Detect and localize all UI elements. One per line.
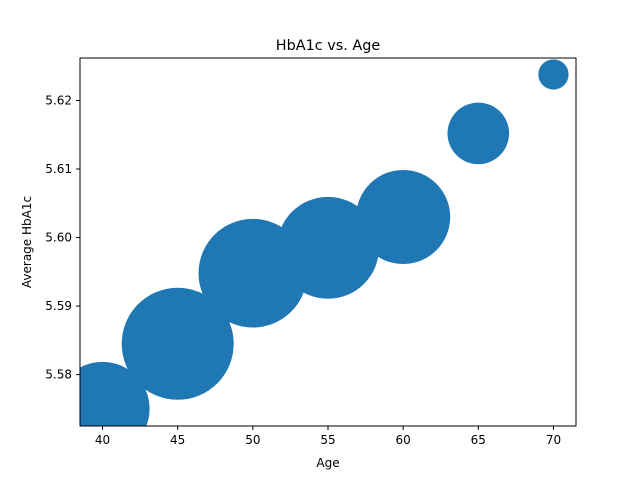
data-point-0 xyxy=(80,361,150,426)
y-tick-label-0: 5.58 xyxy=(45,368,72,382)
y-tick-label-4: 5.62 xyxy=(45,93,72,107)
data-point-3 xyxy=(277,196,379,299)
x-tick-label-3: 55 xyxy=(320,433,335,447)
x-tick-label-6: 70 xyxy=(546,433,561,447)
points-layer xyxy=(80,59,569,426)
x-tick-label-0: 40 xyxy=(95,433,110,447)
x-axis-label: Age xyxy=(316,456,339,470)
chart-title: HbA1c vs. Age xyxy=(276,38,381,54)
x-tick-label-2: 50 xyxy=(245,433,260,447)
y-axis-label: Average HbA1c xyxy=(20,196,34,288)
x-tick-label-1: 45 xyxy=(170,433,185,447)
data-point-5 xyxy=(447,102,510,165)
x-tick-label-5: 65 xyxy=(471,433,486,447)
y-axis: 5.58 5.59 5.60 5.61 5.62 xyxy=(45,93,80,382)
x-tick-label-4: 60 xyxy=(396,433,411,447)
x-axis: 40 45 50 55 60 65 70 xyxy=(95,426,561,447)
y-tick-label-2: 5.60 xyxy=(45,231,72,245)
y-tick-label-1: 5.59 xyxy=(45,299,72,313)
data-point-6 xyxy=(538,59,569,90)
data-point-4 xyxy=(356,169,451,265)
y-tick-label-3: 5.61 xyxy=(45,162,72,176)
data-point-1 xyxy=(121,287,234,400)
